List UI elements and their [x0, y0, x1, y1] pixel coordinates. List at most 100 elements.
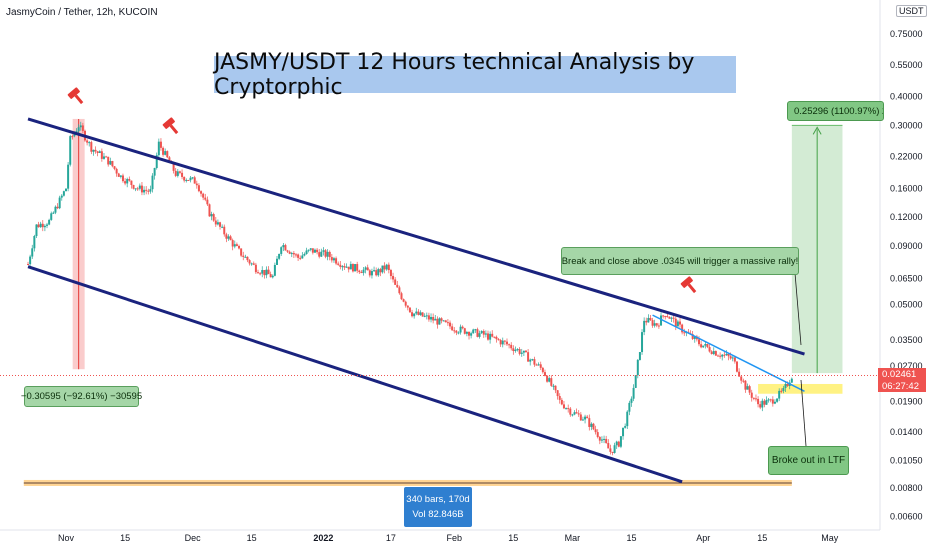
candle-body: [337, 263, 340, 265]
candle-body: [227, 236, 230, 239]
candle-body: [782, 387, 785, 392]
candle-body: [719, 355, 722, 357]
time-tick-label: 15: [757, 533, 767, 543]
candle-body: [539, 364, 542, 368]
candle-body: [649, 317, 652, 321]
time-tick-label: Mar: [565, 533, 581, 543]
candle-body: [229, 236, 232, 241]
candle-body: [385, 264, 388, 270]
candle-body: [725, 353, 728, 356]
marker-layer: [67, 87, 697, 294]
candle-body: [149, 189, 152, 192]
candle-body: [48, 219, 51, 225]
candle-body: [765, 400, 768, 405]
candle-body: [457, 332, 460, 334]
candle-body: [769, 399, 772, 401]
time-tick-label: Nov: [58, 533, 75, 543]
zone-layer: [23, 118, 843, 486]
candle-body: [470, 333, 473, 336]
bars-range-label[interactable]: 340 bars, 170d Vol 82.846B: [404, 487, 472, 527]
candle-body: [577, 413, 580, 415]
candle-body: [757, 398, 760, 405]
candle-body: [590, 423, 593, 427]
candle-body: [92, 149, 95, 152]
price-tick-label: 0.16000: [890, 183, 923, 193]
candle-body: [301, 255, 304, 259]
candle-body: [609, 448, 612, 452]
candle-body: [767, 399, 770, 401]
candle-body: [558, 396, 561, 400]
candle-body: [202, 193, 205, 198]
candle-body: [147, 190, 150, 192]
candle-body: [581, 419, 584, 421]
candle-body: [316, 249, 319, 253]
candle-body: [556, 390, 559, 397]
candle-body: [505, 341, 508, 345]
candle-body: [501, 340, 504, 345]
candle-body: [567, 408, 570, 410]
candle-body: [280, 247, 283, 254]
candle-body: [259, 273, 262, 275]
candle-body: [183, 176, 186, 181]
candle-body: [297, 254, 300, 258]
candle-body: [419, 312, 422, 315]
drawing-layer: [0, 117, 880, 484]
candle-body: [269, 274, 272, 278]
candle-body: [773, 401, 776, 404]
bar-countdown-tag: 06:27:42: [878, 380, 926, 392]
candle-body: [674, 318, 677, 327]
candle-body: [210, 214, 213, 217]
candle-body: [242, 255, 245, 257]
candle-body: [288, 251, 291, 254]
candle-body: [107, 156, 110, 165]
candle-body: [735, 361, 738, 372]
candle-body: [520, 352, 523, 354]
candle-body: [71, 136, 74, 138]
candle-body: [265, 269, 268, 276]
candle-body: [733, 357, 736, 362]
candle-body: [463, 328, 466, 334]
candle-body: [50, 213, 53, 220]
loss-label[interactable]: −0.30595 (−92.61%) −30595: [21, 386, 142, 407]
candle-body: [776, 398, 779, 402]
candle-body: [159, 141, 162, 148]
broke-out-note[interactable]: Broke out in LTF: [768, 446, 849, 475]
candle-body: [335, 258, 338, 264]
target-arrowhead: [812, 126, 822, 135]
candle-body: [786, 383, 789, 386]
candle-body: [417, 311, 420, 315]
candle-body: [119, 175, 122, 177]
breakout-note-pointer: [794, 272, 802, 346]
candle-body: [276, 258, 278, 265]
candle-body: [759, 404, 762, 408]
candle-body: [598, 437, 601, 441]
price-tick-label: 0.00600: [890, 512, 923, 522]
candle-body: [379, 269, 382, 273]
candle-body: [143, 189, 146, 193]
candle-body: [748, 386, 751, 393]
candle-body: [332, 258, 335, 261]
candle-body: [569, 408, 572, 415]
candle-body: [465, 331, 468, 334]
time-tick-label: Dec: [185, 533, 202, 543]
price-tick-label: 0.30000: [890, 120, 923, 130]
candle-body: [128, 179, 131, 181]
candle-body: [691, 334, 694, 339]
gain-label[interactable]: 0.25296 (1100.97%) 2529: [787, 101, 884, 121]
candle-body: [309, 248, 312, 250]
candle-body: [430, 316, 433, 320]
candle-body: [292, 253, 295, 255]
currency-badge[interactable]: USDT: [896, 5, 927, 17]
price-tick-label: 0.55000: [890, 60, 923, 70]
candle-body: [524, 350, 527, 353]
candle-body: [603, 438, 606, 440]
candle-body: [619, 436, 622, 447]
candle-body: [487, 333, 489, 340]
candle-body: [708, 347, 711, 352]
candle-body: [425, 315, 428, 317]
candle-body: [162, 147, 165, 155]
candle-body: [681, 324, 684, 333]
price-tick-label: 0.01400: [890, 427, 923, 437]
breakout-note[interactable]: Break and close above .0345 will trigger…: [561, 247, 799, 275]
